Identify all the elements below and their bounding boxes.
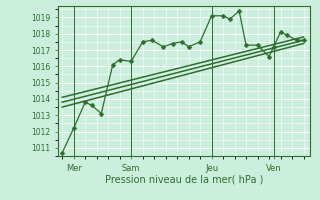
X-axis label: Pression niveau de la mer( hPa ): Pression niveau de la mer( hPa ) bbox=[105, 174, 263, 184]
